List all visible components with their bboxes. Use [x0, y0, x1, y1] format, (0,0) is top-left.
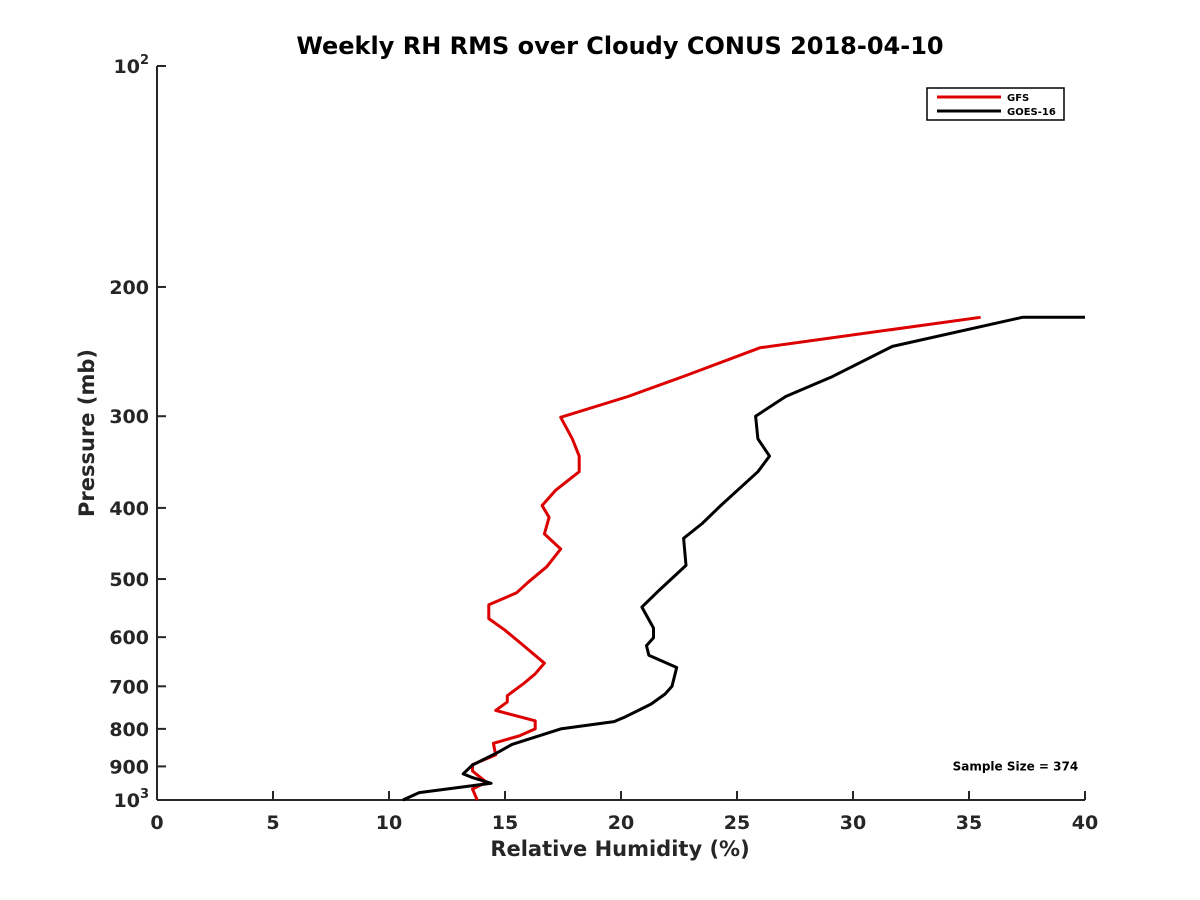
sample-size-annotation: Sample Size = 374 [953, 759, 1079, 773]
series-line-goes-16 [402, 315, 1085, 802]
y-tick-label: 500 [109, 569, 149, 591]
y-tick-label: 103 [114, 787, 150, 812]
legend-label: GFS [1007, 93, 1029, 104]
x-tick-label: 30 [840, 812, 866, 834]
x-tick-label: 20 [608, 812, 634, 834]
y-tick-label: 200 [109, 277, 149, 299]
y-axis-label: Pressure (mb) [75, 349, 99, 517]
series-line-gfs [471, 315, 981, 801]
x-tick-label: 35 [956, 812, 982, 834]
x-tick-label: 10 [376, 812, 402, 834]
y-tick-label: 900 [109, 756, 149, 778]
legend-label: GOES-16 [1007, 107, 1056, 118]
chart-title: Weekly RH RMS over Cloudy CONUS 2018-04-… [296, 32, 943, 60]
x-tick-label: 15 [492, 812, 518, 834]
y-tick-label: 600 [109, 627, 149, 649]
y-tick-label: 400 [109, 498, 149, 520]
x-axis-label: Relative Humidity (%) [490, 837, 749, 861]
plot-area: 0 5 10 15 20 25 30 35 40 102 200 300 400 500 600 700 800… [109, 53, 1098, 834]
x-tick-label: 40 [1072, 812, 1098, 834]
y-tick-label: 102 [114, 53, 150, 78]
y-tick-label: 700 [109, 676, 149, 698]
x-tick-label: 0 [150, 812, 163, 834]
x-tick-label: 25 [724, 812, 750, 834]
y-tick-label: 800 [109, 719, 149, 741]
legend-box [926, 87, 1065, 121]
y-tick-label: 300 [109, 406, 149, 428]
x-tick-label: 5 [266, 812, 279, 834]
